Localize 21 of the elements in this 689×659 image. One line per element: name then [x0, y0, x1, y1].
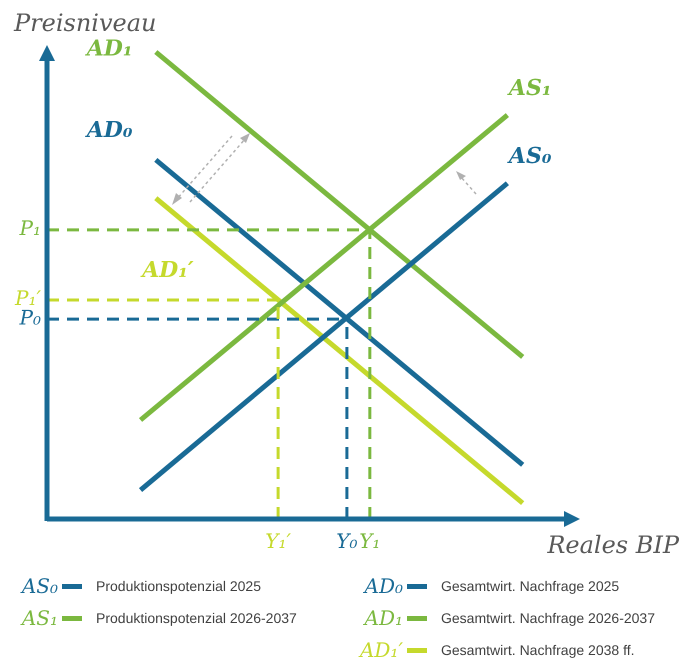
- text: Gesamtwirt. Nachfrage 2026-2037: [441, 610, 655, 626]
- text: AS₁: [508, 75, 552, 102]
- text: Gesamtwirt. Nachfrage 2025: [441, 578, 620, 594]
- ref-line-label: P₁: [18, 216, 41, 240]
- x-tick-label: Y₀: [336, 529, 358, 554]
- x-tick-label: Y₁: [359, 529, 380, 554]
- text: Produktionspotenzial 2026-2037: [96, 610, 297, 626]
- x-axis-title: Reales BIP: [546, 531, 680, 560]
- text: AD₀: [86, 117, 133, 144]
- legend-label: AS₁: [19, 606, 58, 630]
- text: AS₀: [508, 142, 552, 169]
- legend-label: AD₁′: [358, 638, 403, 659]
- legend-label: AD₀: [362, 574, 403, 598]
- legend-label: AD₁: [362, 606, 403, 630]
- text: AD₁: [86, 35, 133, 62]
- y-axis-title: Preisniveau: [13, 9, 156, 38]
- legend-label: AS₀: [19, 574, 58, 598]
- text: Gesamtwirt. Nachfrage 2038 ff.: [441, 642, 634, 658]
- text: Produktionspotenzial 2025: [96, 578, 262, 594]
- x-tick-label: Y₁′: [265, 529, 292, 554]
- text: AD₁′: [142, 257, 194, 284]
